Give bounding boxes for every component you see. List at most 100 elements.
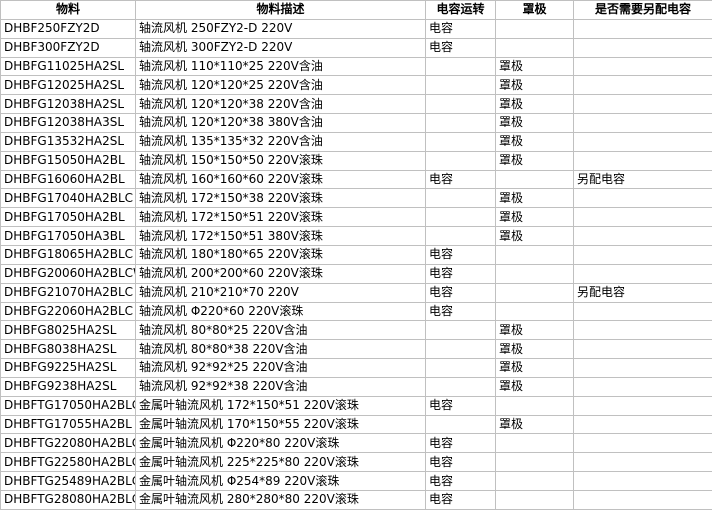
table-cell[interactable]: [495, 263, 574, 284]
table-cell[interactable]: [573, 207, 712, 228]
table-cell[interactable]: 轴流风机 250FZY2-D 220V: [135, 18, 426, 39]
table-cell[interactable]: [573, 18, 712, 39]
table-cell[interactable]: 轴流风机 92*92*25 220V含油: [135, 358, 426, 378]
table-cell[interactable]: [425, 339, 496, 360]
table-cell[interactable]: DHBFG8038HA2SL: [0, 339, 136, 360]
table-cell[interactable]: 轴流风机 120*120*25 220V含油: [135, 75, 426, 96]
table-cell[interactable]: [425, 131, 496, 152]
table-cell[interactable]: [573, 263, 712, 284]
table-cell[interactable]: [573, 320, 712, 341]
table-cell[interactable]: [573, 395, 712, 416]
table-cell[interactable]: 罩极: [495, 339, 574, 360]
table-cell[interactable]: DHBFG13532HA2SL: [0, 131, 136, 152]
table-cell[interactable]: [573, 94, 712, 115]
table-cell[interactable]: DHBF250FZY2D: [0, 18, 136, 39]
table-cell[interactable]: DHBFTG28080HA2BLC: [0, 489, 136, 510]
column-header[interactable]: 物料: [0, 0, 136, 20]
table-cell[interactable]: [573, 113, 712, 133]
table-cell[interactable]: 罩极: [495, 94, 574, 115]
table-cell[interactable]: 罩极: [495, 188, 574, 209]
table-cell[interactable]: DHBFG12025HA2SL: [0, 75, 136, 96]
table-cell[interactable]: DHBFTG25489HA2BLC: [0, 471, 136, 491]
table-cell[interactable]: 金属叶轴流风机 172*150*51 220V滚珠: [135, 395, 426, 416]
table-cell[interactable]: 另配电容: [573, 282, 712, 303]
table-cell[interactable]: 罩极: [495, 207, 574, 228]
table-cell[interactable]: [425, 75, 496, 96]
table-cell[interactable]: DHBFG15050HA2BL: [0, 150, 136, 171]
table-cell[interactable]: [573, 358, 712, 378]
table-cell[interactable]: 罩极: [495, 414, 574, 435]
table-cell[interactable]: [573, 471, 712, 491]
table-cell[interactable]: [495, 452, 574, 473]
table-cell[interactable]: [573, 37, 712, 58]
table-cell[interactable]: 轴流风机 135*135*32 220V含油: [135, 131, 426, 152]
column-header[interactable]: 电容运转: [425, 0, 496, 20]
table-cell[interactable]: [573, 56, 712, 77]
column-header[interactable]: 是否需要另配电容: [573, 0, 712, 20]
table-cell[interactable]: 罩极: [495, 113, 574, 133]
table-cell[interactable]: [425, 207, 496, 228]
table-cell[interactable]: [495, 169, 574, 190]
table-cell[interactable]: 电容: [425, 282, 496, 303]
table-cell[interactable]: 电容: [425, 471, 496, 491]
table-cell[interactable]: 轴流风机 172*150*51 380V滚珠: [135, 226, 426, 246]
table-cell[interactable]: 罩极: [495, 56, 574, 77]
table-cell[interactable]: 电容: [425, 489, 496, 510]
table-cell[interactable]: [573, 452, 712, 473]
table-cell[interactable]: DHBFTG17055HA2BL: [0, 414, 136, 435]
table-cell[interactable]: [573, 244, 712, 265]
table-cell[interactable]: [425, 320, 496, 341]
table-cell[interactable]: [573, 226, 712, 246]
table-cell[interactable]: 电容: [425, 169, 496, 190]
table-cell[interactable]: [425, 94, 496, 115]
table-cell[interactable]: 罩极: [495, 226, 574, 246]
table-cell[interactable]: DHBFG17050HA3BL: [0, 226, 136, 246]
table-cell[interactable]: DHBFG18065HA2BLC: [0, 244, 136, 265]
table-cell[interactable]: DHBFG12038HA3SL: [0, 113, 136, 133]
table-cell[interactable]: 金属叶轴流风机 280*280*80 220V滚珠: [135, 489, 426, 510]
table-cell[interactable]: DHBFG8025HA2SL: [0, 320, 136, 341]
table-cell[interactable]: [425, 358, 496, 378]
table-cell[interactable]: [495, 471, 574, 491]
table-cell[interactable]: 轴流风机 210*210*70 220V: [135, 282, 426, 303]
table-cell[interactable]: 轴流风机 92*92*38 220V含油: [135, 376, 426, 397]
table-cell[interactable]: [573, 414, 712, 435]
table-cell[interactable]: 轴流风机 120*120*38 220V含油: [135, 94, 426, 115]
table-cell[interactable]: 轴流风机 200*200*60 220V滚珠: [135, 263, 426, 284]
table-cell[interactable]: 金属叶轴流风机 Φ254*89 220V滚珠: [135, 471, 426, 491]
table-cell[interactable]: 轴流风机 120*120*38 380V含油: [135, 113, 426, 133]
table-cell[interactable]: 轴流风机 300FZY2-D 220V: [135, 37, 426, 58]
table-cell[interactable]: 电容: [425, 37, 496, 58]
table-cell[interactable]: 轴流风机 172*150*38 220V滚珠: [135, 188, 426, 209]
table-cell[interactable]: 电容: [425, 263, 496, 284]
table-cell[interactable]: 另配电容: [573, 169, 712, 190]
table-cell[interactable]: DHBFG17040HA2BLC: [0, 188, 136, 209]
table-cell[interactable]: DHBFG9225HA2SL: [0, 358, 136, 378]
table-cell[interactable]: 罩极: [495, 358, 574, 378]
table-cell[interactable]: [573, 301, 712, 322]
table-cell[interactable]: [495, 18, 574, 39]
table-cell[interactable]: DHBFTG17050HA2BLC: [0, 395, 136, 416]
table-cell[interactable]: 金属叶轴流风机 225*225*80 220V滚珠: [135, 452, 426, 473]
table-cell[interactable]: 电容: [425, 395, 496, 416]
table-cell[interactable]: 轴流风机 Φ220*60 220V滚珠: [135, 301, 426, 322]
table-cell[interactable]: DHBFTG22580HA2BLC: [0, 452, 136, 473]
table-cell[interactable]: DHBFTG22080HA2BLC: [0, 433, 136, 454]
table-cell[interactable]: [425, 226, 496, 246]
table-cell[interactable]: [425, 376, 496, 397]
table-cell[interactable]: 电容: [425, 452, 496, 473]
table-cell[interactable]: [495, 37, 574, 58]
table-cell[interactable]: 罩极: [495, 75, 574, 96]
table-cell[interactable]: 电容: [425, 18, 496, 39]
table-cell[interactable]: 金属叶轴流风机 170*150*55 220V滚珠: [135, 414, 426, 435]
table-cell[interactable]: 轴流风机 110*110*25 220V含油: [135, 56, 426, 77]
column-header[interactable]: 罩极: [495, 0, 574, 20]
table-cell[interactable]: [573, 131, 712, 152]
column-header[interactable]: 物料描述: [135, 0, 426, 20]
table-cell[interactable]: 罩极: [495, 376, 574, 397]
table-cell[interactable]: [495, 433, 574, 454]
table-cell[interactable]: 轴流风机 150*150*50 220V滚珠: [135, 150, 426, 171]
table-cell[interactable]: 电容: [425, 301, 496, 322]
table-cell[interactable]: DHBFG11025HA2SL: [0, 56, 136, 77]
table-cell[interactable]: 轴流风机 80*80*25 220V含油: [135, 320, 426, 341]
